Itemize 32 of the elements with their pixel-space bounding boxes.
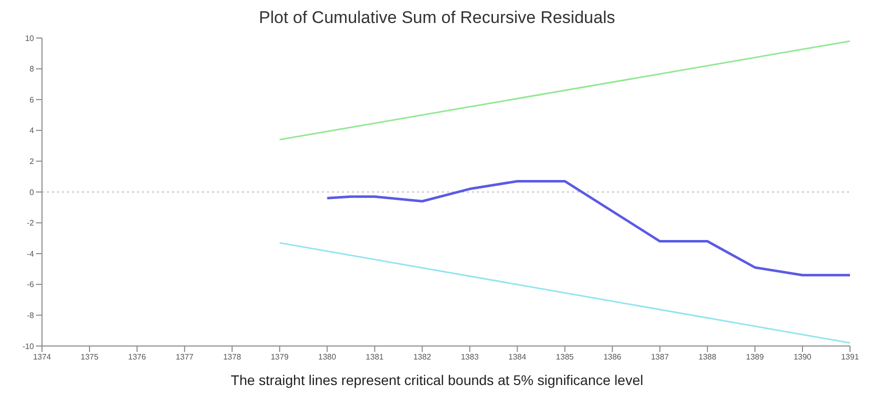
y-tick-label: 4 <box>30 126 35 136</box>
x-tick-label: 1382 <box>413 352 432 362</box>
x-tick-label: 1389 <box>746 352 764 362</box>
y-tick-label: -2 <box>26 218 35 228</box>
x-tick-label: 1375 <box>80 352 99 362</box>
chart-title: Plot of Cumulative Sum of Recursive Residuals <box>258 8 616 28</box>
x-tick-label: 1384 <box>508 352 527 362</box>
y-tick-label: 6 <box>30 95 35 104</box>
x-tick-label: 1383 <box>460 352 480 362</box>
x-tick-label: 1376 <box>128 352 147 362</box>
x-tick-label: 1390 <box>794 352 812 362</box>
x-tick-label: 1374 <box>33 352 52 362</box>
x-tick-label: 1388 <box>698 352 717 362</box>
y-tick-label: -10 <box>22 342 35 351</box>
x-tick-label: 1377 <box>176 352 194 362</box>
y-tick-label: -4 <box>26 249 35 258</box>
y-tick-label: 8 <box>30 64 35 74</box>
y-tick-label: -8 <box>26 311 35 320</box>
text: The straight lines represent critical bounds at 5% significance level <box>230 372 644 388</box>
x-tick-label: 1391 <box>841 352 860 362</box>
y-tick-label: -6 <box>26 280 35 290</box>
x-tick-label: 1379 <box>270 352 290 362</box>
x-tick-label: 1381 <box>366 352 384 362</box>
y-tick-label: 2 <box>30 157 35 166</box>
x-tick-label: 1386 <box>603 352 622 362</box>
x-tick-label: 1380 <box>318 352 337 362</box>
line-series <box>326 180 850 276</box>
y-tick-label: 0 <box>30 188 35 197</box>
x-tick-label: 1385 <box>556 352 574 362</box>
x-tick-label: 1378 <box>223 352 242 362</box>
y-tick-label: 10 <box>25 34 35 43</box>
x-tick-label: 1387 <box>650 352 670 362</box>
